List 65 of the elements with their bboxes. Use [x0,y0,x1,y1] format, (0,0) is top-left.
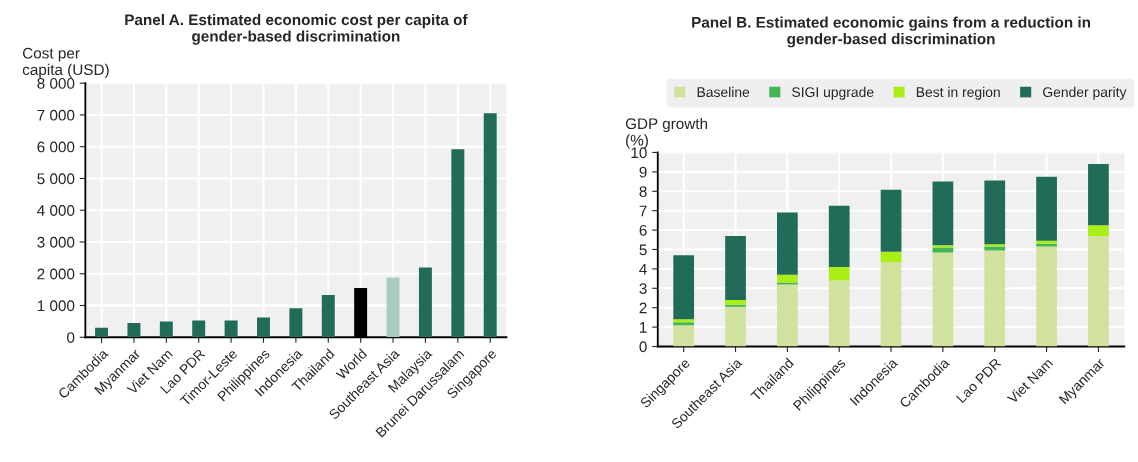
bar [828,205,850,267]
legend-label: Baseline [697,86,750,98]
bar [451,149,465,338]
bar [984,244,1006,247]
y-tick-label: 7 000 [37,109,75,121]
y-tick-label: 6 [639,224,647,236]
bar [725,306,746,347]
y-tick-label: 7 [639,205,647,217]
y-tick-label: 1 [640,322,647,333]
legend-label: Gender parity [1043,86,1127,100]
legend-label: Best in region [916,86,1000,100]
bar [127,322,141,338]
bar [932,252,954,347]
bar [777,284,798,347]
bar [1088,235,1109,347]
bar [932,181,954,246]
y-tick-label: 4 000 [37,205,75,216]
bar [386,277,400,338]
y-tick-label: 4 [639,263,647,275]
bar [418,267,432,338]
bar [828,280,850,347]
bar [880,189,902,252]
bar [483,113,497,338]
bar [673,255,695,320]
y-tick-label: 5 [639,244,647,256]
y-tick-label: 6 000 [37,141,75,153]
y-tick-label: 8 [639,186,647,197]
chart-title: Panel A. Estimated economic cost per capita of gender-based discrimination [125,13,468,45]
bar [932,245,954,248]
y-axis-title: GDP growth (%) [625,117,708,149]
bar [880,262,902,347]
bar [257,317,270,338]
y-tick-label: 1 000 [37,300,75,312]
bar [1036,176,1057,241]
bar [828,266,850,281]
y-axis-title: Cost per capita (USD) [22,47,109,79]
bar [1036,246,1057,347]
y-tick-label: 3 000 [37,236,75,248]
bar [725,299,746,305]
bar [1088,225,1109,236]
bar [1088,164,1109,226]
y-tick-label: 10 [631,147,647,159]
bar [224,320,238,338]
y-tick-label: 0 [639,341,647,353]
y-tick-label: 9 [639,166,647,178]
y-tick-label: 2 [639,302,647,314]
y-tick-label: 8 000 [37,78,75,89]
bar [725,235,746,300]
bar [289,308,303,338]
bar [159,321,173,338]
chart-title: Panel B. Estimated economic gains from a reduction in gender-based discrimination [692,16,1091,48]
bar [777,274,798,283]
bar [673,325,695,347]
bar [192,320,206,338]
bar [984,250,1006,347]
y-tick-label: 5 000 [37,173,75,185]
bar [880,251,902,263]
bar [984,180,1006,245]
y-tick-label: 3 [639,283,647,294]
bar [321,295,335,338]
bar [95,327,109,338]
legend-label: SIGI upgrade [792,86,874,100]
y-tick-label: 2 000 [37,268,75,280]
y-tick-label: 0 [67,332,75,343]
bar [777,212,798,275]
